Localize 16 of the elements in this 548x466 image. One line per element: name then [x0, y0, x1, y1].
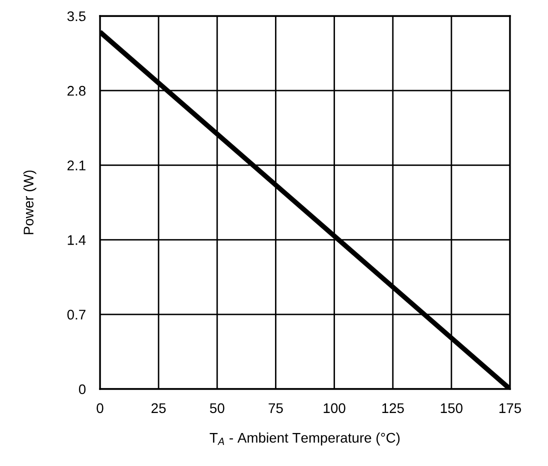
y-tick-label: 2.1: [68, 160, 86, 170]
x-tick-label: 50: [210, 403, 224, 414]
y-tick-label: 0.7: [67, 310, 86, 320]
y-tick-label: 2.8: [68, 86, 86, 96]
x-tick-label: 125: [382, 403, 404, 414]
y-tick-label: 3.5: [67, 11, 86, 22]
y-axis-title: Power (W): [23, 170, 36, 234]
x-tick-label: 150: [440, 403, 462, 414]
x-tick-label: 25: [152, 403, 166, 414]
x-tick-label: 100: [324, 403, 346, 414]
y-tick-label: 1.4: [68, 235, 86, 245]
x-tick-label: 75: [268, 403, 283, 414]
y-tick-label: 0: [78, 384, 86, 394]
x-axis-title: T$_{A}$ - Ambient Temperature (°C): [210, 432, 400, 446]
x-tick-label: 175: [499, 403, 522, 414]
x-tick-label: 0: [96, 403, 104, 414]
